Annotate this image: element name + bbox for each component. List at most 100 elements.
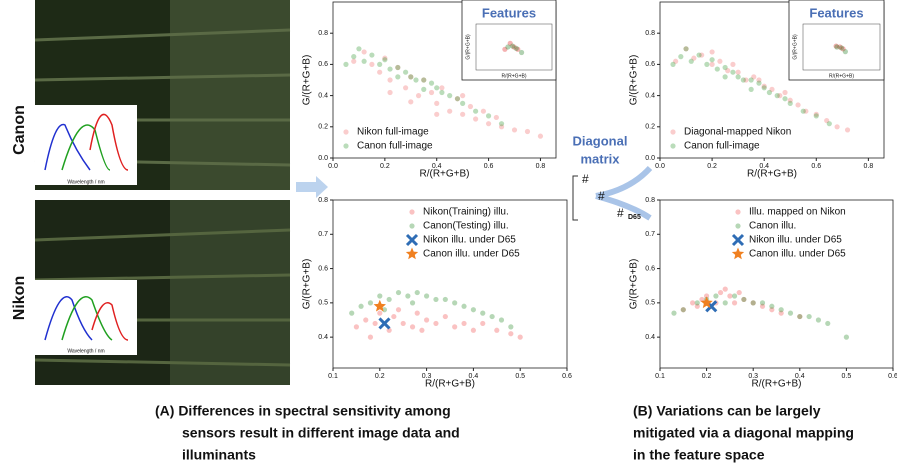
point (386, 327, 392, 333)
point (351, 54, 357, 60)
point (509, 43, 516, 49)
point (709, 61, 715, 67)
point (460, 93, 466, 99)
point (825, 320, 831, 327)
point (480, 320, 486, 327)
marker-star (373, 299, 386, 312)
point (769, 307, 775, 313)
point (452, 300, 458, 306)
x-tick-label: 0.6 (484, 163, 494, 170)
x-tick-label: 0.6 (811, 163, 821, 170)
y-axis-label: G/(R+G+B) (792, 34, 798, 60)
y-tick-label: 0.5 (645, 300, 655, 307)
point (778, 310, 784, 316)
annotation: Diagonal (573, 133, 628, 148)
x-tick-label: 0.4 (759, 163, 769, 170)
point (511, 44, 517, 50)
point (409, 223, 415, 229)
annotation: matrix (580, 151, 620, 166)
y-tick-label: 0.6 (318, 265, 328, 272)
legend-label: Nikon illu. under D65 (423, 235, 516, 246)
point (415, 93, 422, 99)
arrow (296, 176, 328, 198)
marker-x (731, 233, 745, 247)
point (351, 58, 357, 64)
caption: illuminants (182, 447, 256, 463)
y-axis-label: G/(R+G+B) (465, 34, 471, 60)
x-tick-label: 0.3 (422, 373, 432, 380)
point (395, 74, 401, 80)
x-tick-label: 0.1 (328, 373, 338, 380)
point (367, 334, 374, 340)
point (813, 111, 819, 117)
x-tick-label: 0.2 (702, 373, 712, 380)
point (678, 54, 684, 60)
point (696, 52, 702, 58)
point (460, 100, 466, 106)
point (670, 143, 676, 149)
point (395, 64, 401, 71)
legend-label: Diagonal-mapped Nikon (684, 127, 791, 138)
row-label: Nikon (11, 276, 28, 320)
point (748, 77, 754, 83)
point (452, 324, 458, 330)
point (387, 66, 393, 72)
legend-label: Canon(Testing) illu. (423, 221, 509, 232)
point (795, 102, 801, 108)
point (387, 89, 393, 96)
marker-x (378, 317, 391, 330)
point (787, 310, 794, 316)
y-tick-label: 0.6 (645, 61, 655, 68)
point (413, 77, 419, 83)
point (722, 74, 728, 80)
x-tick-label: 0.4 (795, 373, 805, 380)
arrow (595, 193, 652, 221)
marker-x (405, 233, 419, 247)
point (743, 77, 749, 83)
x-tick-label: 0.5 (842, 373, 852, 380)
legend-label: Canon full-image (684, 141, 760, 152)
point (414, 310, 420, 316)
legend-label: Canon illu. (749, 221, 796, 232)
point (735, 209, 741, 215)
point (683, 46, 689, 52)
x-axis-label: R/(R+G+B) (419, 169, 469, 180)
x-axis-label: R/(R+G+B) (829, 73, 854, 79)
point (485, 121, 492, 127)
photo-canon (34, 0, 291, 190)
point (461, 303, 467, 309)
point (349, 310, 355, 316)
point (537, 133, 544, 139)
y-axis-label: G/(R+G+B) (302, 55, 313, 106)
point (806, 313, 812, 320)
point (777, 93, 783, 99)
point (680, 307, 686, 313)
legend-label: Canon illu. under D65 (749, 249, 846, 260)
point (369, 61, 375, 67)
point (363, 317, 369, 323)
point (424, 317, 430, 323)
point (454, 96, 461, 102)
y-tick-label: 0.4 (318, 92, 328, 99)
y-tick-label: 0.8 (318, 30, 328, 37)
point (434, 111, 440, 117)
x-tick-label: 0.1 (655, 373, 665, 380)
point (740, 77, 746, 83)
point (434, 100, 440, 106)
point (782, 89, 788, 96)
point (480, 108, 486, 114)
point (391, 313, 397, 320)
chart: R/(R+G+B) G/(R+G+B) 0.0 0.2 0.4 0.6 0.8 0.0 0.2 0… (302, 1, 557, 180)
point (834, 44, 840, 50)
x-tick-label: 0.6 (562, 373, 572, 380)
point (813, 113, 819, 119)
point (467, 103, 474, 110)
plot-frame (659, 199, 894, 369)
y-tick-label: 0.8 (645, 197, 655, 204)
point (834, 124, 840, 130)
y-tick-label: 0.5 (318, 300, 328, 307)
point (735, 74, 741, 80)
point (498, 121, 505, 127)
legend-label: Canon full-image (357, 141, 433, 152)
